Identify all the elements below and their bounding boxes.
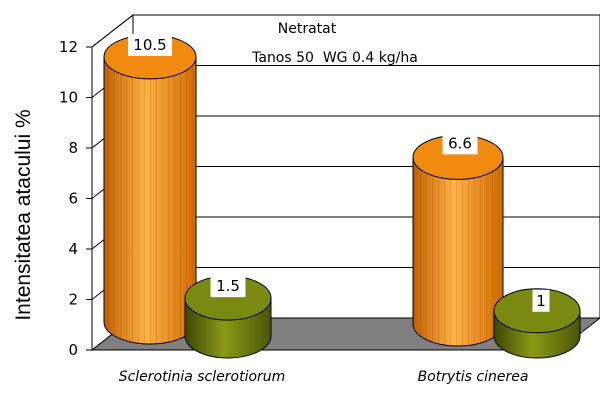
data-label: 1 xyxy=(536,292,546,310)
y-tick-label: 0 xyxy=(68,341,78,359)
y-axis-title: Intensitatea atacului % xyxy=(12,109,35,320)
y-tick-label: 8 xyxy=(68,139,78,157)
y-tick-label: 12 xyxy=(59,38,78,56)
y-tick-label: 10 xyxy=(59,89,78,107)
legend-netratat: Netratat xyxy=(278,21,337,37)
gridline-side xyxy=(91,14,134,48)
data-label: 1.5 xyxy=(216,277,240,295)
data-label-box xyxy=(532,289,550,312)
bar-tanos-0 xyxy=(184,275,272,359)
data-label-box xyxy=(442,132,478,155)
category-label-sclerotinia: Sclerotinia sclerotiorum xyxy=(119,369,286,385)
bar-texture xyxy=(413,157,503,346)
y-axis: 0 2 4 6 8 10 12 xyxy=(59,38,93,359)
bar-netratat-1 xyxy=(412,134,504,347)
legend-tanos: Tanos 50 WG 0.4 kg/ha xyxy=(251,50,418,66)
y-tick-label: 4 xyxy=(68,240,78,258)
y-tick-label: 2 xyxy=(68,291,78,309)
bar-netratat-0 xyxy=(103,34,197,345)
data-label: 6.6 xyxy=(448,134,472,152)
data-labels: 10.5 1.5 6.6 1 xyxy=(128,33,550,312)
category-label-botrytis: Botrytis cinerea xyxy=(418,369,529,385)
data-label: 10.5 xyxy=(133,36,166,54)
data-label-box xyxy=(210,275,246,298)
y-tick-label: 6 xyxy=(68,190,78,208)
bar-texture xyxy=(104,56,196,344)
data-label-box xyxy=(128,33,172,56)
